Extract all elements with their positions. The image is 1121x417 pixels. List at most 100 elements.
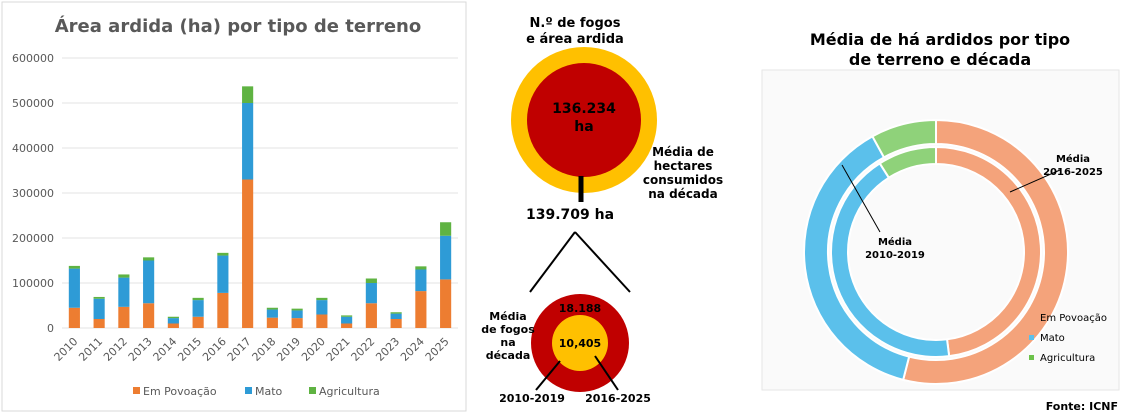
outer-ring-pointer — [1009, 169, 1061, 193]
bar-segment — [118, 306, 130, 328]
hectares-label-line2: hectares — [654, 159, 713, 173]
triangle-left-line — [529, 231, 576, 293]
donut-title-line1: Média de há ardidos por tipo — [810, 30, 1070, 49]
bar-segment — [242, 103, 254, 180]
hectares-label-line1: Média de — [652, 145, 714, 159]
y-tick-label: 100000 — [12, 277, 54, 290]
hectares-inner-circle — [527, 63, 641, 177]
bar-segment — [415, 269, 427, 292]
infographic-title-line2: e área ardida — [526, 32, 624, 47]
bar-segment — [266, 307, 278, 310]
bar-segment — [440, 235, 452, 280]
bar-segment — [167, 323, 179, 328]
fires-inner-circle — [552, 315, 608, 371]
y-tick-label: 300000 — [12, 187, 54, 200]
bar-segment — [316, 300, 328, 315]
legend-label: Em Povoação — [1040, 313, 1107, 324]
bar-segment — [143, 260, 155, 304]
y-tick-label: 400000 — [12, 142, 54, 155]
decade-right-pointer — [594, 355, 619, 391]
fires-inner-value: 10,405 — [559, 337, 601, 350]
bar-segment — [341, 323, 353, 328]
hectares-label-line4: na década — [648, 187, 717, 201]
legend-label: Agricultura — [319, 385, 380, 398]
bar-segment — [93, 319, 105, 328]
legend-label: Mato — [255, 385, 283, 398]
bar-segment — [143, 303, 155, 328]
bar-segment — [192, 297, 204, 301]
bar-segment — [390, 312, 402, 314]
y-tick-label: 500000 — [12, 97, 54, 110]
bar-segment — [217, 292, 229, 328]
legend-swatch — [1029, 335, 1034, 340]
bar-segment — [93, 296, 105, 299]
infographic-title-line1: N.º de fogos — [530, 16, 621, 31]
decade-left-label: 2010-2019 — [499, 392, 565, 405]
source-label: Fonte: ICNF — [1046, 400, 1118, 413]
decade-left-pointer — [535, 360, 561, 391]
inner-ring-label-line1: Média — [878, 236, 912, 248]
bar-segment — [167, 316, 179, 319]
bar-segment — [415, 266, 427, 270]
bar-chart-panel: Área ardida (ha) por tipo de terreno 0 10… — [0, 0, 470, 413]
outer-ring-label-line1: Média — [1056, 153, 1090, 165]
fires-outer-value: 18.188 — [559, 302, 601, 315]
donut-chart-panel: Média de há ardidos por tipo de terreno … — [760, 0, 1121, 413]
hectares-label-line3: consumidos — [643, 173, 723, 187]
bar-segment — [242, 86, 254, 103]
connector-value: 139.709 ha — [526, 207, 614, 223]
inner-ring-pointer — [841, 164, 881, 233]
bar-chart: Área ardida (ha) por tipo de terreno 0 10… — [1, 1, 467, 412]
triangle-right-line — [574, 231, 631, 293]
bar-segment — [390, 313, 402, 319]
bar-segment — [365, 283, 377, 304]
bar-segment — [68, 307, 80, 328]
bar-segment — [167, 318, 179, 324]
donut-chart: Média de há ardidos por tipo de terreno … — [761, 30, 1120, 413]
bar-segment — [291, 310, 303, 319]
fires-infographic-panel: N.º de fogos e área ardida 136.234 ha Mé… — [470, 0, 760, 413]
legend-label: Em Povoação — [143, 385, 217, 398]
bar-segment — [440, 279, 452, 328]
bar-segment — [192, 300, 204, 317]
bar-segment — [68, 268, 80, 308]
legend-swatch — [133, 387, 140, 394]
legend-swatch — [245, 387, 252, 394]
fires-label-line2: de fogos — [481, 323, 535, 336]
bar-segment — [266, 317, 278, 328]
bar-segment — [291, 318, 303, 328]
legend-swatch — [309, 387, 316, 394]
bar-segment — [316, 314, 328, 328]
bar-segment — [365, 278, 377, 283]
outer-ring-slice — [871, 118, 937, 159]
fires-label-line3: na — [500, 336, 515, 349]
legend-swatch — [1029, 315, 1034, 320]
y-tick-label: 600000 — [12, 52, 54, 65]
bar-segment — [440, 222, 452, 236]
hectares-inner-unit: ha — [574, 119, 593, 135]
fires-infographic: N.º de fogos e área ardida 136.234 ha Mé… — [481, 16, 723, 405]
bar-segment — [365, 303, 377, 328]
bar-segment — [341, 316, 353, 324]
bar-segment — [242, 179, 254, 328]
y-tick-label: 200000 — [12, 232, 54, 245]
bar-segment — [192, 316, 204, 328]
bar-segment — [118, 274, 130, 278]
y-tick-label: 0 — [47, 322, 54, 335]
decade-right-label: 2016-2025 — [585, 392, 651, 405]
bar-segment — [118, 277, 130, 307]
fires-label-line1: Média — [489, 310, 526, 323]
legend-label: Agricultura — [1040, 353, 1095, 364]
inner-ring-slice — [878, 145, 937, 180]
outer-ring-label-line2: 2016-2025 — [1043, 167, 1103, 178]
bar-chart-frame — [1, 1, 467, 412]
bar-segment — [68, 265, 80, 269]
bar-segment — [266, 309, 278, 318]
bar-segment — [415, 291, 427, 328]
bar-segment — [390, 319, 402, 328]
bar-segment — [217, 252, 229, 256]
bar-segment — [291, 308, 303, 311]
donut-title-line2: de terreno e década — [849, 50, 1031, 69]
legend-swatch — [1029, 355, 1034, 360]
bar-segment — [93, 298, 105, 319]
